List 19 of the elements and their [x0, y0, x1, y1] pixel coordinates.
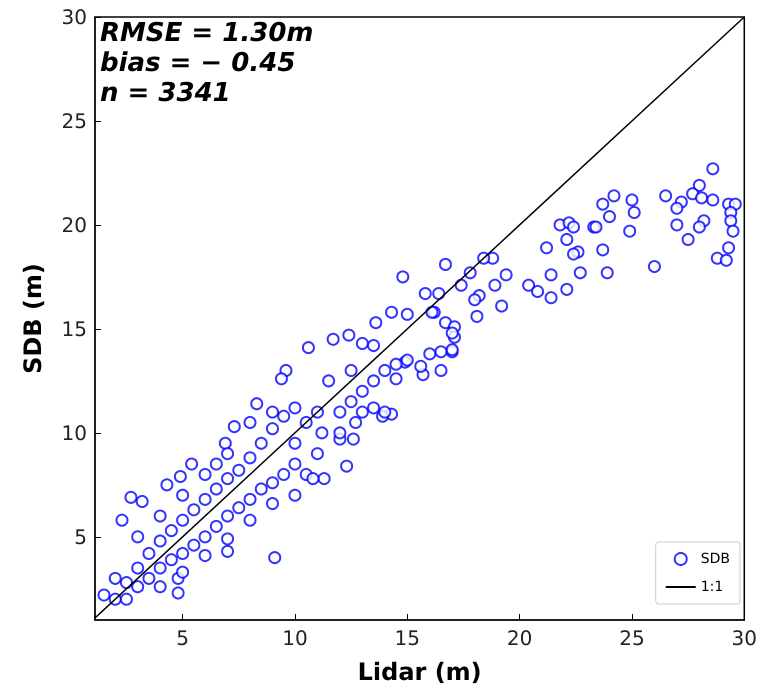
y-axis-title: SDB (m) [19, 263, 47, 374]
y-tick-label: 30 [62, 5, 87, 29]
y-tick-label: 10 [62, 420, 87, 445]
x-axis-title: Lidar (m) [358, 658, 482, 686]
y-tick-label: 15 [62, 316, 87, 341]
x-tick-label: 25 [619, 626, 645, 650]
annotation: bias = − 0.45 [100, 48, 296, 78]
x-tick-label: 15 [394, 626, 420, 650]
x-tick-label: 10 [282, 626, 308, 650]
y-tick-label: 5 [74, 524, 87, 549]
x-tick-label: 20 [506, 626, 532, 650]
y-tick-label: 25 [62, 108, 87, 133]
x-tick-label: 30 [732, 626, 757, 650]
legend-label: 1:1 [700, 579, 724, 595]
annotation: RMSE = 1.30m [100, 18, 314, 48]
y-tick-label: 20 [62, 212, 87, 237]
legend-label: SDB [700, 551, 730, 567]
annotation: n = 3341 [100, 78, 231, 108]
x-tick-label: 5 [176, 626, 189, 650]
